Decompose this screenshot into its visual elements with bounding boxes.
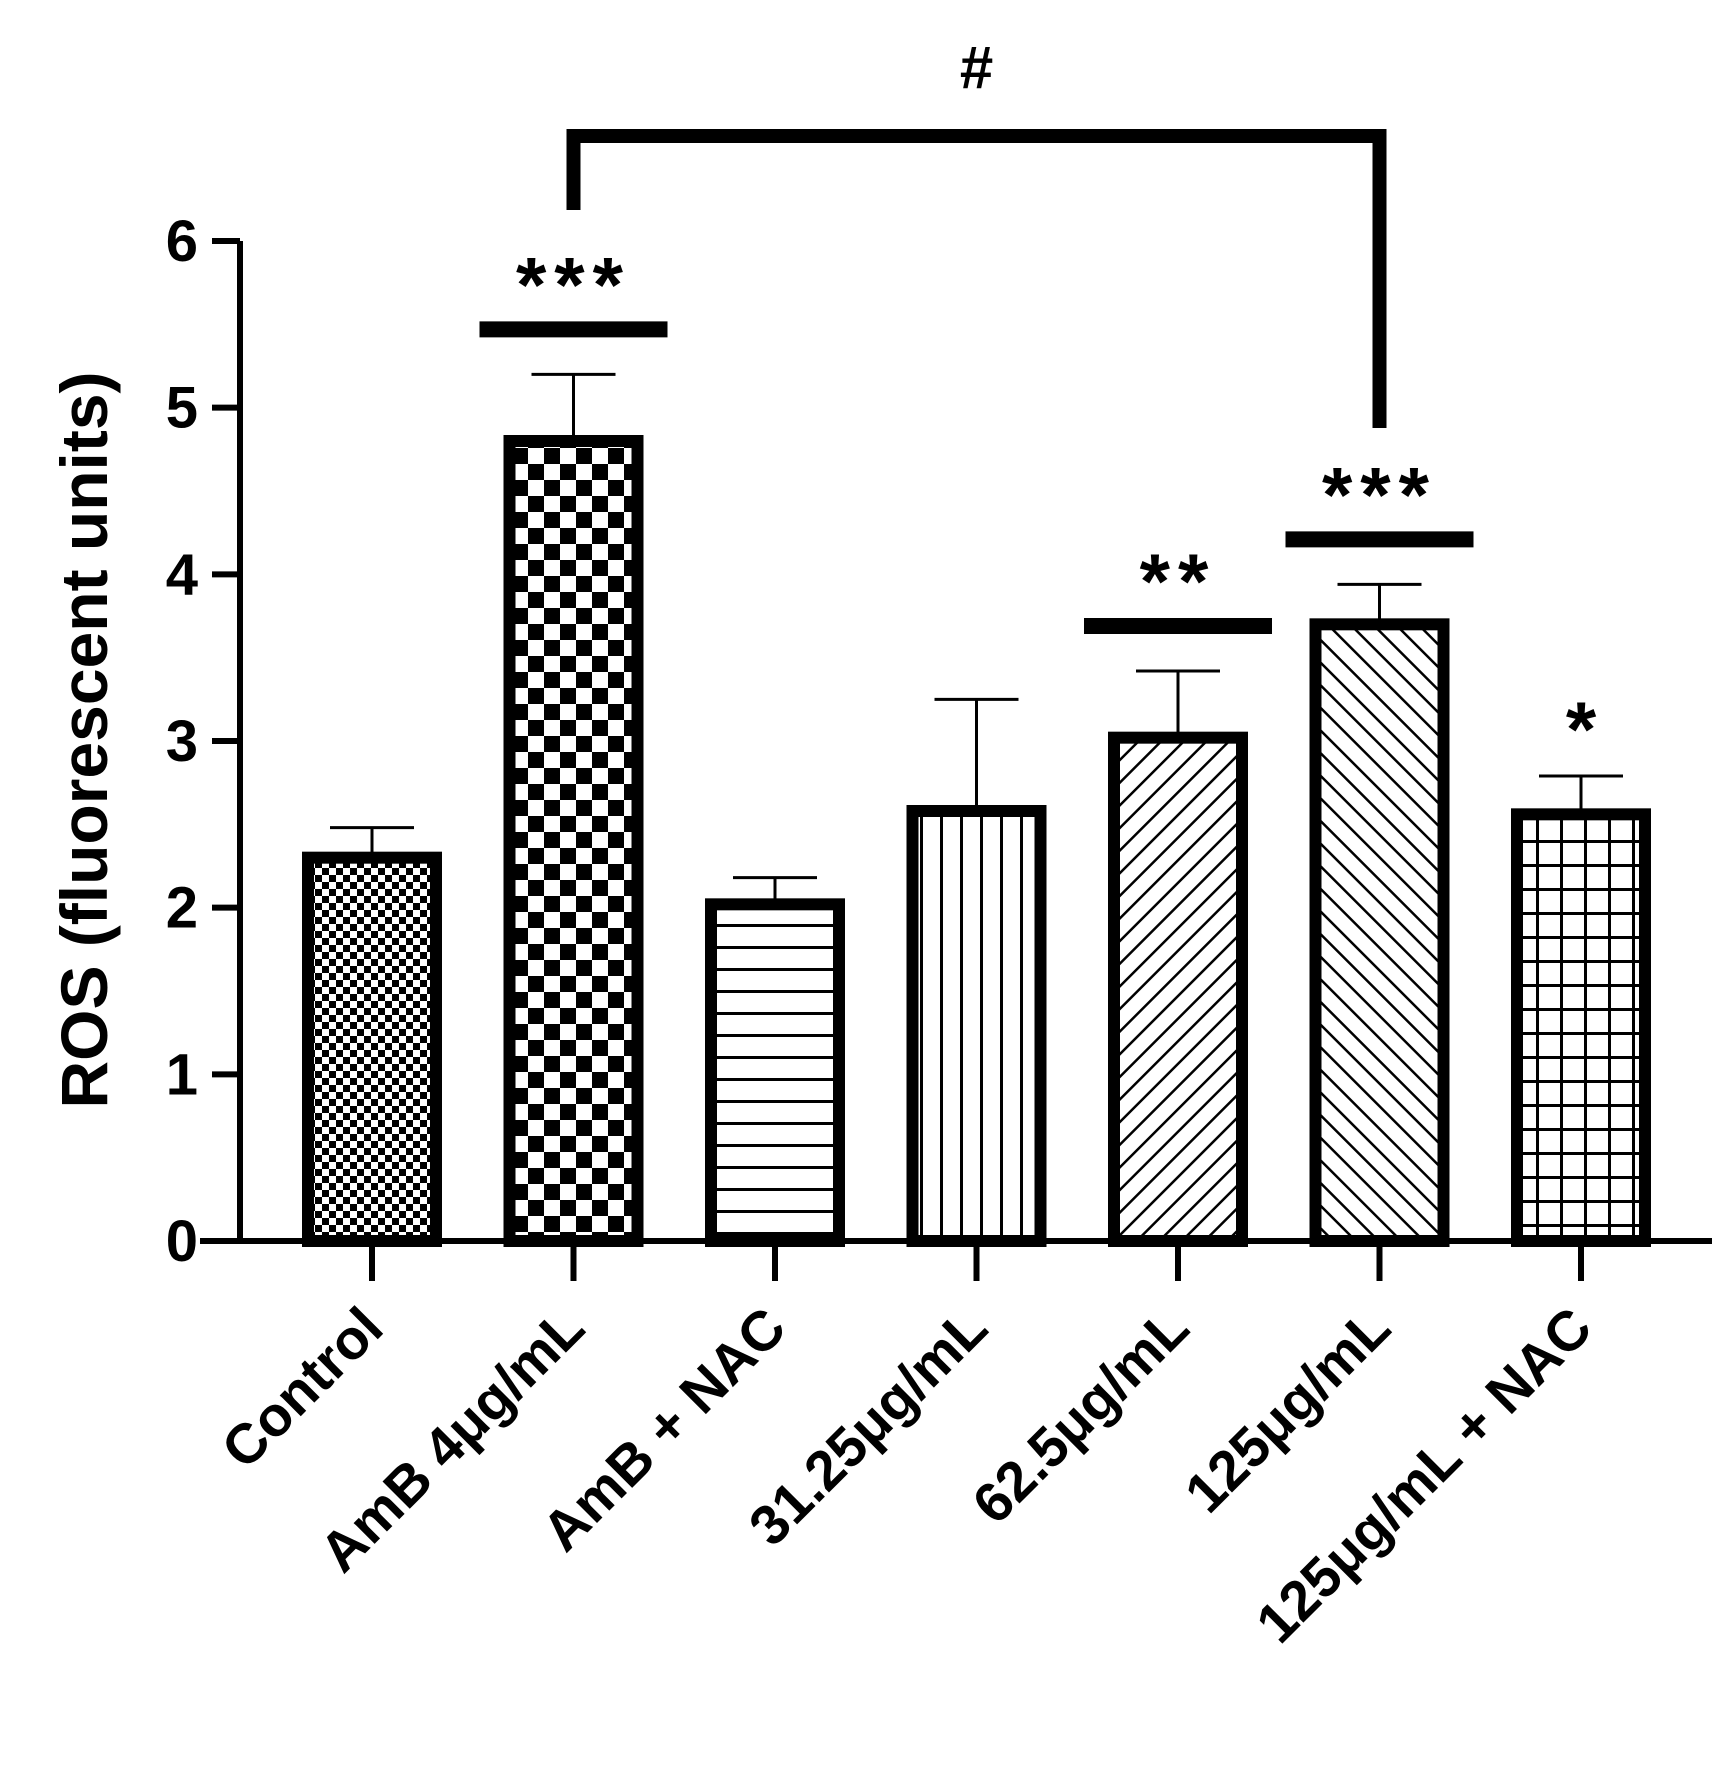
- y-tick-label: 0: [166, 1209, 198, 1274]
- bar-4: [906, 805, 1047, 1247]
- bar-2: [503, 435, 644, 1247]
- x-category-label: 125μg/mL + NAC: [1244, 1295, 1604, 1655]
- bar-5: [1108, 731, 1248, 1248]
- comparison-bracket: [566, 129, 1387, 428]
- y-axis-title: ROS (fluorescent units): [47, 371, 121, 1108]
- bar-3: [705, 898, 845, 1247]
- comparison-label: #: [960, 34, 993, 101]
- y-tick-label: 1: [166, 1042, 198, 1107]
- y-tick-label: 2: [166, 876, 198, 941]
- significance-label: *: [1566, 685, 1597, 773]
- significance-label: ***: [516, 240, 631, 328]
- bar-6: [1309, 618, 1450, 1247]
- bar-1: [302, 851, 442, 1248]
- y-tick-label: 3: [166, 709, 198, 774]
- y-tick-label: 5: [166, 376, 198, 441]
- y-tick-label: 6: [166, 209, 198, 274]
- significance-label: **: [1140, 537, 1217, 625]
- x-category-label: Control: [209, 1295, 394, 1480]
- significance-label: ***: [1322, 450, 1437, 538]
- x-category-label: 62.5μg/mL: [960, 1295, 1200, 1535]
- bar-7: [1511, 808, 1651, 1247]
- y-tick-label: 4: [166, 542, 198, 607]
